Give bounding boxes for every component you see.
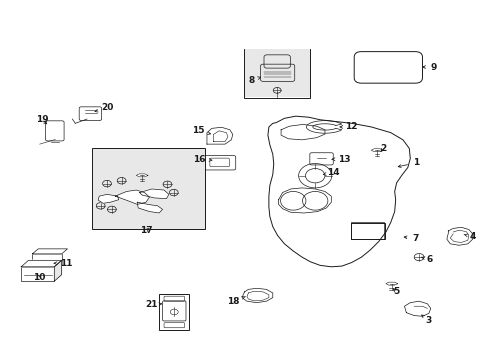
Polygon shape xyxy=(21,260,61,267)
Text: 21: 21 xyxy=(145,300,162,309)
Text: 4: 4 xyxy=(463,232,475,241)
Polygon shape xyxy=(140,189,168,199)
Polygon shape xyxy=(385,282,397,285)
Polygon shape xyxy=(370,149,382,152)
Text: 1: 1 xyxy=(397,158,418,167)
Text: 11: 11 xyxy=(54,259,73,268)
Text: 17: 17 xyxy=(140,226,152,235)
Polygon shape xyxy=(115,190,149,204)
Text: 2: 2 xyxy=(380,144,386,153)
Text: 7: 7 xyxy=(403,234,418,243)
Text: 19: 19 xyxy=(36,115,48,124)
Polygon shape xyxy=(137,202,162,213)
Text: 18: 18 xyxy=(227,297,245,306)
Text: 3: 3 xyxy=(421,315,431,325)
Text: 8: 8 xyxy=(248,76,260,85)
Text: 14: 14 xyxy=(323,168,339,177)
Text: 10: 10 xyxy=(33,273,45,282)
Polygon shape xyxy=(446,227,472,245)
Polygon shape xyxy=(98,194,119,203)
Text: 9: 9 xyxy=(422,63,436,72)
Text: 12: 12 xyxy=(339,122,356,131)
Polygon shape xyxy=(32,249,67,254)
Text: 15: 15 xyxy=(191,126,210,135)
FancyBboxPatch shape xyxy=(92,148,205,229)
Text: 6: 6 xyxy=(420,255,432,264)
Text: 20: 20 xyxy=(95,103,113,112)
Polygon shape xyxy=(54,260,61,281)
Text: 5: 5 xyxy=(392,287,399,296)
Text: 13: 13 xyxy=(331,155,350,164)
Polygon shape xyxy=(136,174,148,177)
FancyBboxPatch shape xyxy=(244,49,309,97)
Text: 16: 16 xyxy=(193,155,212,164)
